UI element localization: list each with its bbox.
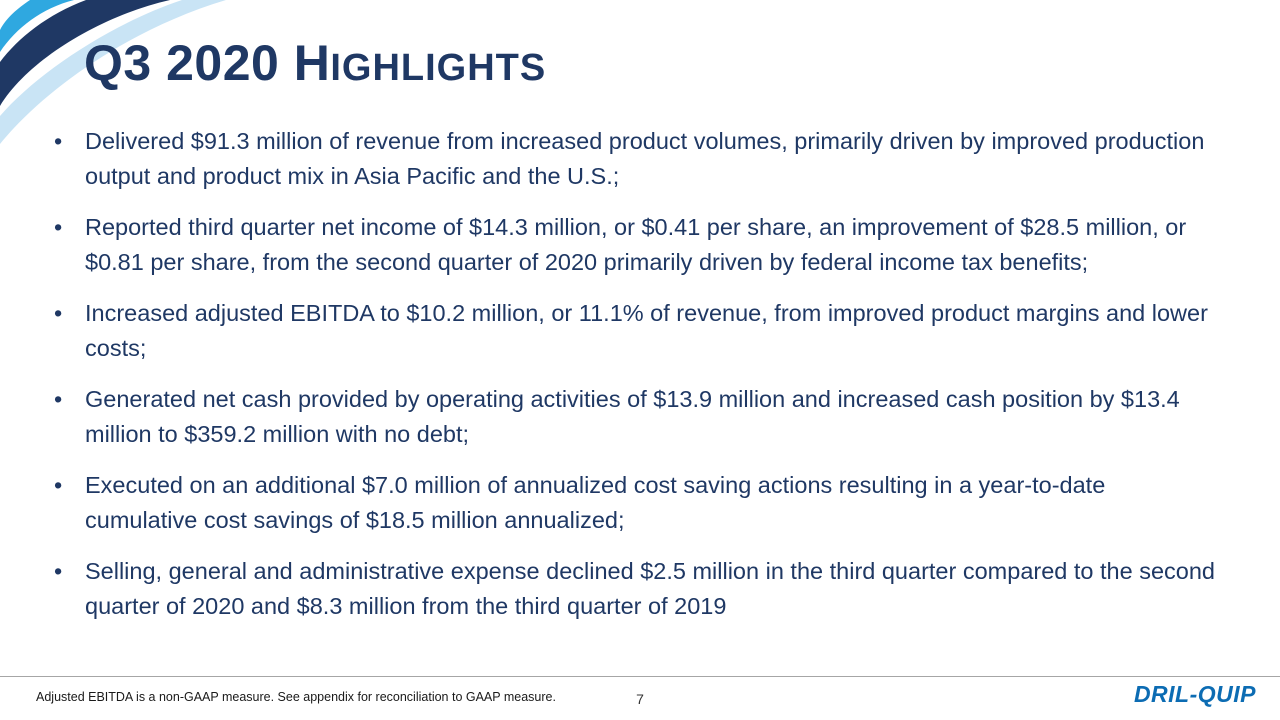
page-title: Q3 2020 HIGHLIGHTS bbox=[84, 36, 546, 91]
bullet-list: Delivered $91.3 million of revenue from … bbox=[52, 124, 1222, 640]
bullet-item: Increased adjusted EBITDA to $10.2 milli… bbox=[52, 296, 1222, 366]
company-logo: DRIL-QUIP bbox=[1133, 681, 1256, 707]
page-number: 7 bbox=[636, 691, 644, 707]
bullet-item: Delivered $91.3 million of revenue from … bbox=[52, 124, 1222, 194]
bullet-item: Executed on an additional $7.0 million o… bbox=[52, 468, 1222, 538]
bullet-item: Generated net cash provided by operating… bbox=[52, 382, 1222, 452]
page-title-large: Q3 2020 H bbox=[84, 35, 331, 91]
page-title-smallcaps: IGHLIGHTS bbox=[330, 47, 547, 89]
bullet-item: Selling, general and administrative expe… bbox=[52, 554, 1222, 624]
footnote-text: Adjusted EBITDA is a non-GAAP measure. S… bbox=[36, 690, 556, 704]
bullet-item: Reported third quarter net income of $14… bbox=[52, 210, 1222, 280]
footer-divider bbox=[0, 676, 1280, 677]
